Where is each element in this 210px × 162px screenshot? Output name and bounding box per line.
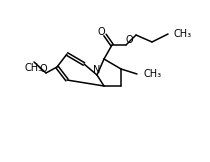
Text: O: O — [97, 27, 105, 37]
Text: N: N — [93, 65, 101, 75]
Text: CH₃: CH₃ — [143, 69, 161, 79]
Text: CH₃: CH₃ — [25, 63, 43, 73]
Text: O: O — [125, 35, 133, 45]
Text: O: O — [39, 64, 47, 74]
Text: CH₃: CH₃ — [174, 29, 192, 39]
